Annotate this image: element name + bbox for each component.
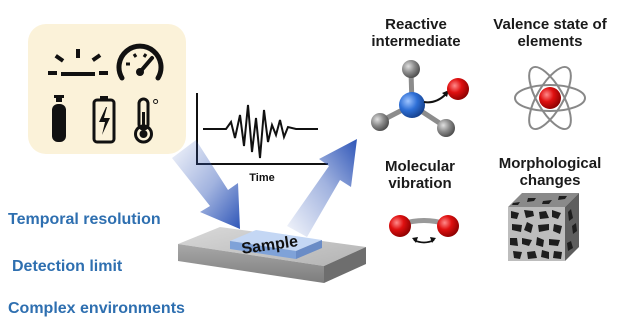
molecular-vibration-label: Molecular vibration — [384, 158, 456, 192]
sample-block: Sample — [230, 230, 322, 259]
battery-icon — [92, 96, 116, 144]
conditions-panel: ° — [28, 24, 186, 154]
reactive-intermediate-label: Reactive intermediate — [371, 16, 461, 50]
signal-waveform — [203, 104, 318, 159]
sample-stage: Sample — [178, 227, 366, 283]
reactive-intermediate-molecule — [371, 60, 469, 137]
signal-time-axis-label: Time — [249, 172, 274, 184]
detection-limit-label: Detection limit — [12, 258, 123, 275]
complex-environments-label: Complex environments — [8, 300, 185, 317]
atom-model — [514, 66, 586, 130]
gas-cylinder-icon — [52, 95, 66, 142]
porous-cube — [508, 193, 579, 261]
morphological-changes-label: Morphological changes — [498, 155, 602, 189]
signal-plot: Time — [196, 93, 328, 184]
degree-symbol: ° — [152, 96, 159, 116]
temporal-resolution-label: Temporal resolution — [8, 211, 161, 228]
thermometer-icon: ° — [134, 96, 159, 144]
light-icon — [48, 49, 108, 76]
valence-state-label: Valence state of elements — [493, 16, 607, 50]
incoming-arrow — [172, 140, 240, 229]
pressure-gauge-icon — [116, 43, 164, 81]
outgoing-arrow — [287, 139, 357, 237]
diatomic-molecule — [389, 215, 459, 244]
